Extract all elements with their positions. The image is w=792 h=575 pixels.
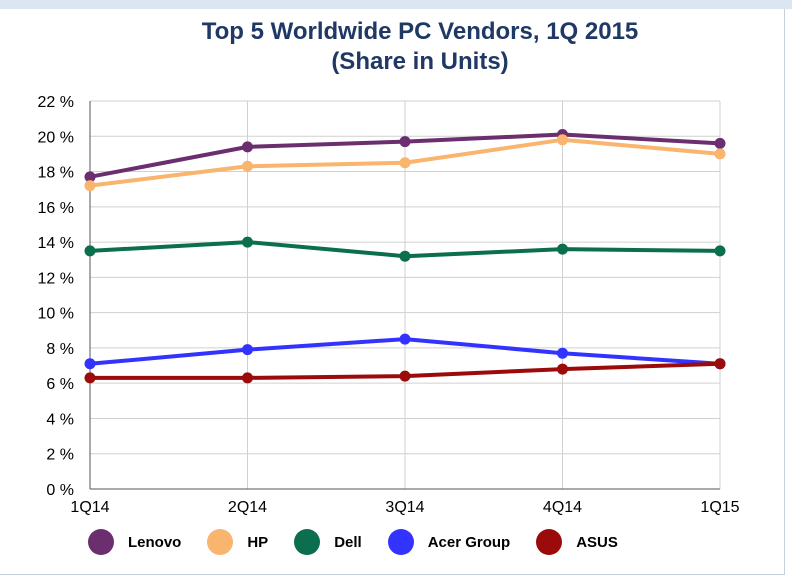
legend-label: ASUS — [576, 533, 618, 551]
legend-label: Dell — [334, 533, 362, 551]
x-tick-label: 2Q14 — [228, 499, 267, 516]
y-tick-label: 4 % — [46, 411, 74, 428]
data-point-asus — [399, 370, 411, 382]
legend-marker — [536, 529, 563, 555]
data-point-lenovo — [242, 141, 253, 153]
legend-marker — [387, 529, 414, 555]
x-tick-label: 1Q15 — [700, 499, 739, 516]
data-point-acer-group — [84, 358, 96, 370]
data-point-hp — [557, 134, 568, 146]
legend-label: HP — [247, 533, 269, 551]
data-point-lenovo — [714, 137, 726, 149]
y-tick-label: 2 % — [46, 447, 74, 464]
legend-label: Acer Group — [427, 533, 511, 551]
y-tick-label: 14 % — [38, 235, 74, 252]
legend-item-lenovo: Lenovo — [88, 529, 181, 555]
data-point-dell — [242, 236, 253, 248]
y-tick-label: 6 % — [46, 376, 74, 393]
chart-frame — [0, 9, 785, 575]
legend-item-acer-group: Acer Group — [387, 529, 511, 555]
data-point-hp — [242, 160, 253, 172]
x-tick-label: 1Q14 — [70, 499, 109, 516]
y-tick-label: 20 % — [38, 129, 74, 146]
data-point-acer-group — [242, 344, 253, 356]
data-point-asus — [84, 372, 96, 384]
y-tick-label: 10 % — [38, 306, 74, 323]
y-tick-label: 18 % — [38, 165, 74, 182]
data-point-dell — [399, 250, 411, 262]
x-tick-label: 3Q14 — [385, 499, 424, 516]
data-point-hp — [84, 180, 96, 192]
data-point-dell — [84, 245, 96, 257]
data-point-lenovo — [399, 136, 411, 148]
legend-marker — [294, 529, 321, 555]
chart-legend: Lenovo HP Dell Acer Group ASUS — [88, 528, 644, 556]
data-point-acer-group — [399, 333, 411, 345]
data-point-hp — [714, 148, 726, 160]
legend-marker — [88, 529, 114, 555]
y-tick-label: 12 % — [38, 270, 74, 287]
data-point-acer-group — [557, 347, 568, 359]
data-point-asus — [242, 372, 253, 384]
legend-item-asus: ASUS — [536, 529, 618, 555]
chart-subtitle: (Share in Units) — [331, 48, 509, 75]
data-point-hp — [399, 157, 411, 169]
y-tick-label: 8 % — [46, 341, 74, 358]
y-tick-label: 0 % — [46, 482, 74, 499]
chart-title: Top 5 Worldwide PC Vendors, 1Q 2015 — [201, 18, 639, 45]
x-tick-label: 4Q14 — [543, 499, 582, 516]
data-point-asus — [714, 358, 726, 370]
data-point-dell — [557, 243, 568, 255]
data-point-asus — [557, 363, 568, 375]
legend-marker — [207, 529, 234, 555]
data-point-lenovo — [84, 171, 96, 183]
legend-item-hp: HP — [207, 529, 268, 555]
data-point-dell — [714, 245, 726, 257]
legend-label: Lenovo — [128, 533, 182, 551]
y-tick-label: 16 % — [38, 200, 74, 217]
y-tick-label: 22 % — [38, 94, 74, 111]
top-strip — [0, 0, 792, 9]
legend-item-dell: Dell — [294, 529, 362, 555]
